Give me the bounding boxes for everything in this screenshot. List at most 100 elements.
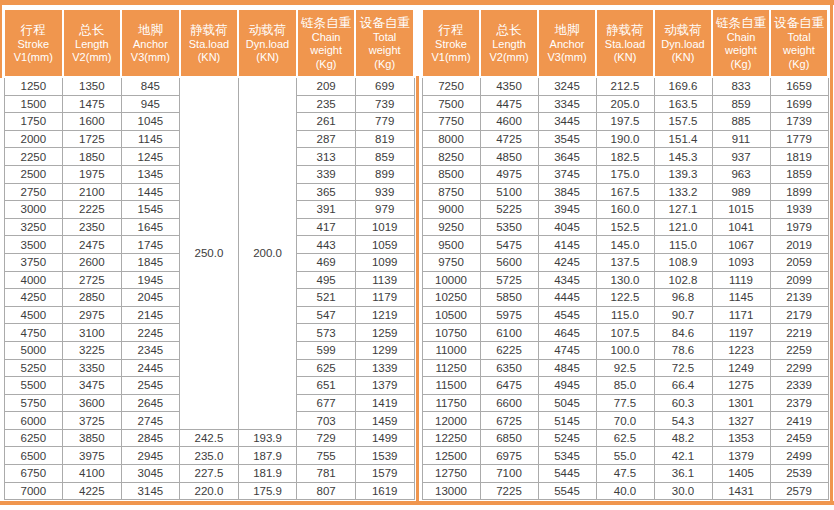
table-cell: 190.0 xyxy=(596,130,654,148)
header-label-en: Dyn.load xyxy=(655,38,711,52)
table-cell: 6750 xyxy=(4,465,63,483)
table-cell: 3000 xyxy=(4,201,63,219)
table-cell: 779 xyxy=(355,113,414,131)
table-cell: 651 xyxy=(297,377,356,395)
table-cell: 5500 xyxy=(4,377,63,395)
table-cell: 30.0 xyxy=(654,482,712,500)
table-cell: 167.5 xyxy=(596,183,654,201)
table-cell: 10750 xyxy=(422,324,480,342)
table-cell: 13000 xyxy=(422,482,480,500)
table-row: 112506350484592.572.512492299 xyxy=(422,359,828,377)
table-cell: 4000 xyxy=(4,271,63,289)
table-cell: 137.5 xyxy=(596,253,654,271)
table-cell: 157.5 xyxy=(654,113,712,131)
table-cell: 1353 xyxy=(712,429,770,447)
table-row: 117506600504577.560.313012379 xyxy=(422,394,828,412)
header-label-en: Total xyxy=(356,31,413,45)
table-cell: 205.0 xyxy=(596,95,654,113)
table-cell: 2045 xyxy=(121,289,180,307)
column-header: 静载荷Sta.load(KN) xyxy=(180,9,239,77)
table-cell: 729 xyxy=(297,429,356,447)
table-cell: 102.8 xyxy=(654,271,712,289)
column-header: 链条自重Chainweight(Kg) xyxy=(297,9,356,77)
table-row: 1000057254345130.0102.811192099 xyxy=(422,271,828,289)
table-cell: 1179 xyxy=(355,289,414,307)
table-row: 650039752945235.0187.97551539 xyxy=(4,447,414,465)
table-cell: 10250 xyxy=(422,289,480,307)
table-cell: 1139 xyxy=(355,271,414,289)
table-cell: 845 xyxy=(121,77,180,95)
table-cell: 3500 xyxy=(4,236,63,254)
table-cell: 1299 xyxy=(355,341,414,359)
table-cell: 5445 xyxy=(538,465,596,483)
table-cell: 2600 xyxy=(63,253,122,271)
table-cell: 2345 xyxy=(121,341,180,359)
table-cell: 242.5 xyxy=(180,429,239,447)
table-cell: 899 xyxy=(355,165,414,183)
table-cell: 187.9 xyxy=(238,447,297,465)
column-header: 行程StrokeV1(mm) xyxy=(422,9,480,77)
table-row: 725043503245212.5169.68331659 xyxy=(422,77,828,95)
table-cell: 6725 xyxy=(480,412,538,430)
table-cell: 7500 xyxy=(422,95,480,113)
table-cell: 8250 xyxy=(422,148,480,166)
table-cell: 145.3 xyxy=(654,148,712,166)
right-table-body: 725043503245212.5169.6833165975004475334… xyxy=(422,77,828,500)
header-row: 行程StrokeV1(mm)总长LengthV2(mm)地脚AnchorV3(m… xyxy=(4,9,414,77)
table-cell: 1779 xyxy=(770,130,828,148)
table-cell: 1245 xyxy=(121,148,180,166)
table-cell: 6850 xyxy=(480,429,538,447)
table-cell: 2139 xyxy=(770,289,828,307)
table-cell: 937 xyxy=(712,148,770,166)
table-cell: 175.9 xyxy=(238,482,297,500)
table-cell: 4845 xyxy=(538,359,596,377)
table-cell: 2000 xyxy=(4,130,63,148)
table-cell: 2545 xyxy=(121,377,180,395)
table-row: 1025058504445122.596.811452139 xyxy=(422,289,828,307)
spec-sheet: 行程StrokeV1(mm)总长LengthV2(mm)地脚AnchorV3(m… xyxy=(0,0,834,510)
table-row: 120006725514570.054.313272419 xyxy=(422,412,828,430)
header-label-en: Chain xyxy=(713,31,769,45)
table-row: 850049753745175.0139.39631859 xyxy=(422,165,828,183)
table-cell: 4545 xyxy=(538,306,596,324)
table-cell: 127.1 xyxy=(654,201,712,219)
table-cell: 4745 xyxy=(538,341,596,359)
table-cell: 2459 xyxy=(770,429,828,447)
table-cell: 5345 xyxy=(538,447,596,465)
table-cell: 5750 xyxy=(4,394,63,412)
table-row: 925053504045152.5121.010411979 xyxy=(422,218,828,236)
table-cell: 2250 xyxy=(4,148,63,166)
table-cell: 3945 xyxy=(538,201,596,219)
table-cell: 1945 xyxy=(121,271,180,289)
table-cell: 4945 xyxy=(538,377,596,395)
table-cell: 42.1 xyxy=(654,447,712,465)
table-cell: 1459 xyxy=(355,412,414,430)
table-row: 825048503645182.5145.39371819 xyxy=(422,148,828,166)
column-header: 总长LengthV2(mm) xyxy=(480,9,538,77)
table-cell: 1975 xyxy=(63,165,122,183)
table-cell: 1499 xyxy=(355,429,414,447)
table-cell: 1845 xyxy=(121,253,180,271)
column-header: 动载荷Dyn.load(KN) xyxy=(238,9,297,77)
table-cell: 3545 xyxy=(538,130,596,148)
table-cell: 5100 xyxy=(480,183,538,201)
header-label-en: Length xyxy=(481,38,537,52)
table-cell: 70.0 xyxy=(596,412,654,430)
table-cell: 939 xyxy=(355,183,414,201)
table-cell: 287 xyxy=(297,130,356,148)
table-cell: 4100 xyxy=(63,465,122,483)
column-header: 动载荷Dyn.load(KN) xyxy=(654,9,712,77)
table-cell: 11000 xyxy=(422,341,480,359)
table-cell: 4225 xyxy=(63,482,122,500)
table-cell: 4445 xyxy=(538,289,596,307)
table-cell: 1041 xyxy=(712,218,770,236)
table-cell: 739 xyxy=(355,95,414,113)
table-cell: 4345 xyxy=(538,271,596,289)
table-row: 900052253945160.0127.110151939 xyxy=(422,201,828,219)
table-cell: 235 xyxy=(297,95,356,113)
table-cell: 1745 xyxy=(121,236,180,254)
table-cell: 3100 xyxy=(63,324,122,342)
table-cell: 2745 xyxy=(121,412,180,430)
table-cell: 2419 xyxy=(770,412,828,430)
table-cell: 3750 xyxy=(4,253,63,271)
